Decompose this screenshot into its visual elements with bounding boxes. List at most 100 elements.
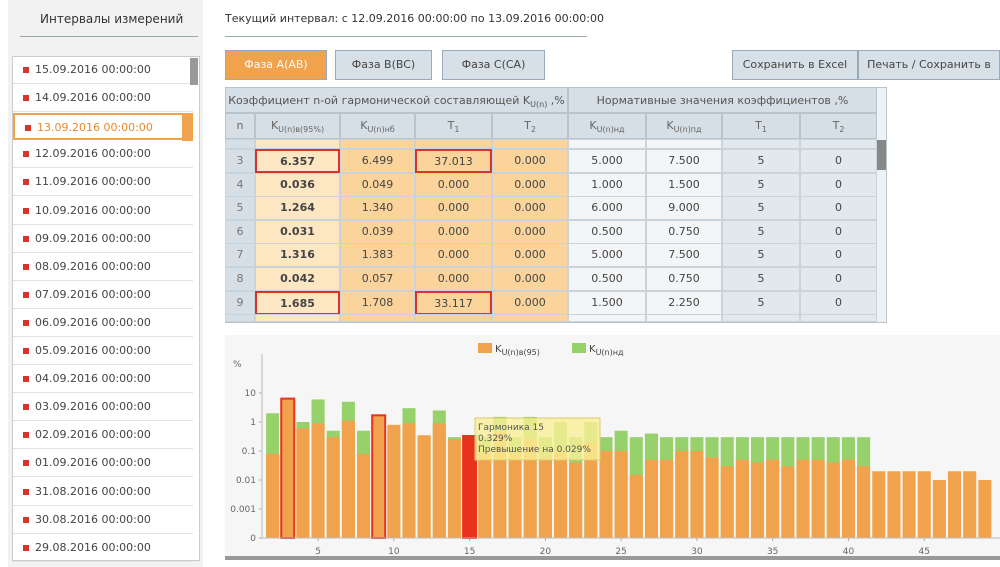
cell-text: 2.250 (668, 295, 700, 309)
header-underline (225, 36, 587, 37)
tab[interactable]: Фаза A(AB) (225, 50, 327, 80)
cell-text: 6.000 (591, 201, 623, 215)
table-cell: 0 (800, 219, 877, 244)
partial-cell (722, 314, 800, 322)
cell-text: 0.750 (668, 272, 700, 285)
list-item-text: 31.08.2016 00:00:00 (35, 484, 151, 498)
column-header-main: K (270, 119, 279, 132)
legend-sub: U(n)в(95) (502, 348, 540, 357)
cell-text: 5.000 (591, 248, 623, 262)
table-cell: 1.316 (255, 243, 340, 268)
partial-cell (255, 314, 340, 322)
list-item[interactable]: 05.09.2016 00:00:00 (13, 338, 193, 365)
list-item[interactable]: 08.09.2016 00:00:00 (13, 254, 193, 281)
bar (948, 471, 962, 538)
bar (644, 459, 658, 538)
current-interval: Текущий интервал: с 12.09.2016 00:00:00 … (225, 12, 604, 25)
table-cell: 7 (225, 243, 255, 268)
y-tick-label: 10 (245, 389, 257, 399)
y-tick-label: 0.01 (236, 476, 256, 486)
cell-text: 0.031 (280, 224, 315, 238)
partial-cell (722, 139, 800, 149)
x-tick-label: 25 (615, 547, 626, 557)
y-tick-label: 1 (250, 418, 256, 428)
tab-label: Фаза A(AB) (244, 58, 308, 71)
bar (508, 451, 522, 538)
list-item[interactable]: 13.09.2016 00:00:00 (13, 113, 193, 141)
list-item[interactable]: 02.09.2016 00:00:00 (13, 422, 193, 450)
cell-text: 0 (835, 272, 842, 285)
cell-text: 0 (835, 154, 842, 167)
table-cell: 0.000 (492, 290, 568, 315)
list-item[interactable]: 03.09.2016 00:00:00 (13, 394, 193, 422)
list-item-text: 03.09.2016 00:00:00 (35, 400, 151, 414)
column-header-sub: U(n)пд (673, 125, 702, 135)
legend-swatch (478, 343, 492, 353)
table-cell: 7.500 (646, 149, 722, 173)
cell-text: 0 (835, 224, 842, 238)
table-cell: 0.000 (492, 243, 568, 268)
list-item[interactable]: 04.09.2016 00:00:00 (13, 366, 193, 394)
cell-text: 1.500 (668, 177, 700, 191)
table-cell: 9.000 (646, 196, 722, 221)
bar (766, 459, 780, 538)
bullet (23, 95, 29, 102)
table-cell: 37.013 (415, 149, 492, 173)
cell-text: 6.357 (280, 155, 315, 168)
partial-cell (800, 314, 877, 322)
legend-main: K (495, 344, 502, 355)
list-item[interactable]: 14.09.2016 00:00:00 (13, 85, 193, 113)
tab[interactable]: Фаза C(CA) (442, 50, 545, 80)
list-item[interactable]: 06.09.2016 00:00:00 (13, 310, 193, 337)
list-item[interactable]: 12.09.2016 00:00:00 (13, 141, 193, 169)
cell-text: 0 (835, 295, 842, 309)
cell-text: 6 (236, 224, 244, 238)
bar (341, 420, 355, 538)
list-item[interactable]: 15.09.2016 00:00:00 (13, 57, 193, 84)
partial-cell (225, 314, 255, 322)
partial-cell (646, 139, 722, 149)
list-item[interactable]: 11.09.2016 00:00:00 (13, 169, 193, 197)
cell-text: 0.000 (437, 177, 470, 191)
button[interactable]: Печать / Сохранить в (858, 50, 1000, 80)
table-cell: 6.000 (568, 196, 646, 221)
x-tick-label: 15 (464, 547, 475, 557)
cell-text: 1.500 (591, 295, 623, 309)
list-item[interactable]: 01.09.2016 00:00:00 (13, 450, 193, 478)
bar (932, 480, 946, 538)
column-header: n (225, 113, 255, 139)
cell-text: 1.708 (361, 295, 394, 309)
table-cell: 0.057 (340, 267, 415, 291)
partial-cell (255, 139, 340, 149)
bar (296, 428, 310, 538)
table-cell: 8 (225, 267, 255, 291)
bar (432, 423, 446, 538)
table-cell: 4 (225, 172, 255, 197)
partial-cell (646, 314, 722, 322)
list-item[interactable]: 09.09.2016 00:00:00 (13, 226, 193, 253)
tab[interactable]: Фаза B(BC) (335, 50, 432, 80)
table-cell: 0 (800, 267, 877, 291)
list-item[interactable]: 31.08.2016 00:00:00 (13, 479, 193, 506)
list-item-text: 29.08.2016 00:00:00 (35, 540, 151, 554)
cell-text: 8 (236, 272, 244, 285)
list-item[interactable]: 29.08.2016 00:00:00 (13, 535, 193, 562)
list-item[interactable]: 10.09.2016 00:00:00 (13, 198, 193, 225)
table-cell: 6 (225, 219, 255, 244)
list-item[interactable]: 07.09.2016 00:00:00 (13, 282, 193, 309)
list-item[interactable]: 30.08.2016 00:00:00 (13, 507, 193, 534)
list-item-text: 02.09.2016 00:00:00 (35, 428, 151, 442)
tooltip (474, 417, 601, 461)
cell-text: 0.000 (514, 224, 546, 238)
bullet (23, 207, 29, 214)
column-header-main: T (755, 119, 762, 132)
column-header-main: T (447, 119, 455, 132)
x-tick-label: 45 (919, 547, 930, 557)
column-header-sub: U(n)в(95%) (278, 125, 325, 135)
button[interactable]: Сохранить в Excel (732, 50, 858, 80)
table-cell: 1.340 (340, 196, 415, 221)
tab-label: Фаза B(BC) (351, 58, 416, 71)
x-tick-label: 40 (843, 547, 855, 557)
bar (569, 462, 583, 538)
partial-cell (492, 139, 568, 149)
